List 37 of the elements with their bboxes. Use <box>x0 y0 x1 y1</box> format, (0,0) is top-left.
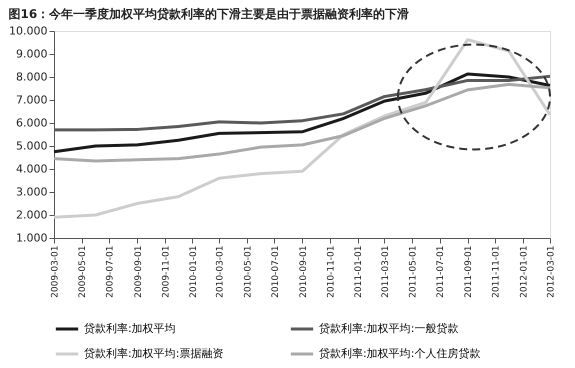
y-tick-label: 7.000 <box>16 94 48 106</box>
y-tick-label: 6.000 <box>16 116 48 130</box>
x-tick-label: 2010-05-01 <box>243 246 254 298</box>
x-tick-label: 2009-05-01 <box>78 246 88 298</box>
line-series <box>52 72 552 154</box>
line-series <box>52 38 552 219</box>
y-tick-label: 5.000 <box>16 140 48 152</box>
x-tick-label: 2011-11-01 <box>492 246 502 298</box>
x-tick-label: 2010-11-01 <box>326 246 337 298</box>
legend-label: 贷款利率:加权平均 <box>84 322 176 335</box>
x-tick-label: 2010-03-01 <box>216 246 226 298</box>
x-tick-label: 2011-03-01 <box>380 246 391 298</box>
x-tick-label: 2009-09-01 <box>134 246 144 298</box>
y-tick-label: 9.000 <box>16 48 48 60</box>
x-tick-label: 2011-09-01 <box>464 246 474 298</box>
x-tick-label: 2012-03-01 <box>546 246 556 298</box>
x-tick-label: 2009-03-01 <box>50 246 60 298</box>
x-tick-label: 2012-01-01 <box>519 246 530 298</box>
legend-label: 贷款利率:加权平均:个人住房贷款 <box>319 347 480 360</box>
y-tick-label: 4.000 <box>16 162 48 176</box>
x-tick-label: 2009-07-01 <box>106 246 116 298</box>
x-tick-label: 2010-07-01 <box>270 246 281 298</box>
x-tick-label: 2011-07-01 <box>436 246 446 298</box>
y-tick-label: 1.000 <box>16 232 48 244</box>
legend-label: 贷款利率:加权平均:票据融资 <box>84 347 224 360</box>
chart-title: 图16：今年一季度加权平均贷款利率的下滑主要是由于票据融资利率的下滑 <box>8 7 410 21</box>
y-tick-label: 10.000 <box>9 24 48 38</box>
y-tick-label: 3.000 <box>16 186 48 198</box>
x-tick-label: 2009-11-01 <box>161 246 172 298</box>
y-tick-label: 2.000 <box>16 208 48 222</box>
x-tick-label: 2010-01-01 <box>188 246 199 298</box>
legend-label: 贷款利率:加权平均:一般贷款 <box>319 322 458 335</box>
x-tick-label: 2011-05-01 <box>408 246 418 298</box>
line-series <box>52 82 552 162</box>
x-tick-label: 2010-09-01 <box>298 246 309 298</box>
y-tick-label: 8.000 <box>16 70 48 84</box>
x-tick-label: 2011-01-01 <box>354 246 364 298</box>
